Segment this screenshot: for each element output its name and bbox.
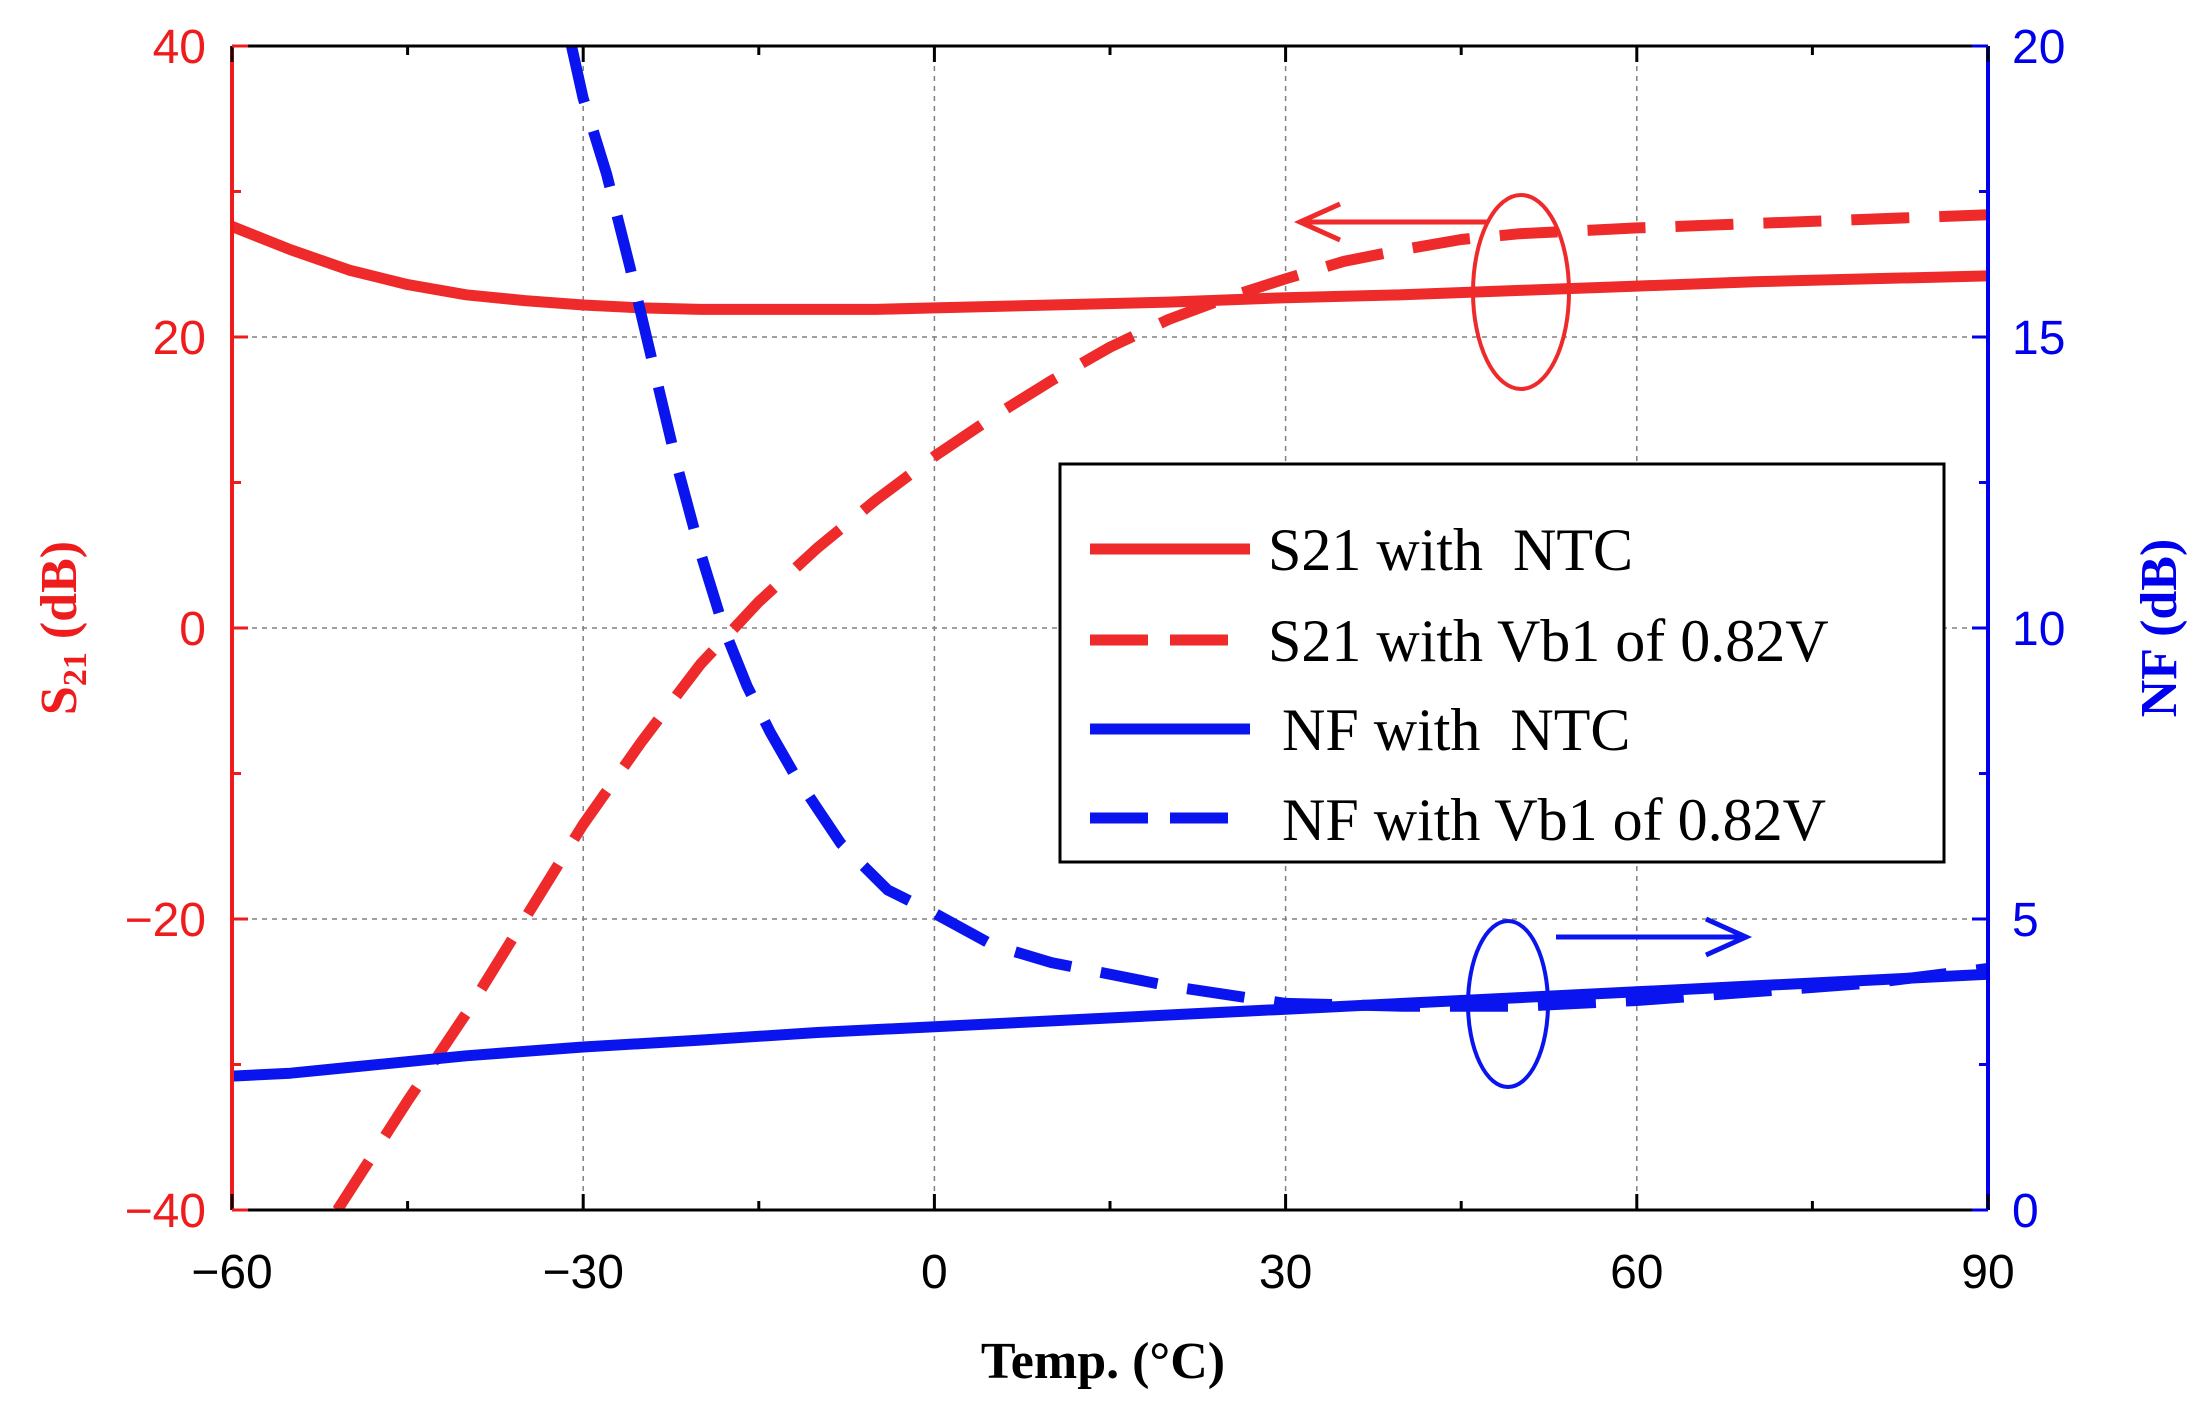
tick-marks <box>230 44 1990 1212</box>
s21-arrow-head <box>1293 201 1342 243</box>
nf-annotation <box>1466 916 1753 1089</box>
y-left-tick-label: 0 <box>179 603 206 656</box>
y-left-tick-label: −40 <box>125 1185 206 1238</box>
y-left-tick-label: 40 <box>153 21 206 74</box>
y-right-tick-label: 15 <box>2012 312 2065 365</box>
series-line-2 <box>332 209 1988 1210</box>
series-layer <box>232 46 1988 1210</box>
y-left-tick-label: 20 <box>153 312 206 365</box>
x-tick-label: −30 <box>542 1246 623 1299</box>
series-line-4 <box>566 46 1988 1012</box>
nf-arrow-head <box>1704 916 1753 958</box>
x-axis-title: Temp. (°C) <box>981 1333 1225 1390</box>
legend-label-s21-ntc: S21 with NTC <box>1268 517 1633 583</box>
series-line-1 <box>232 221 1988 315</box>
x-tick-label: 30 <box>1259 1246 1312 1299</box>
legend-label-nf-ntc: NF with NTC <box>1282 697 1630 763</box>
legend: S21 with NTC S21 with Vb1 of 0.82V NF wi… <box>1058 462 1946 864</box>
x-tick-label: 90 <box>1961 1246 2014 1299</box>
y-right-tick-label: 5 <box>2012 894 2039 947</box>
y-right-tick-label: 0 <box>2012 1185 2039 1238</box>
left-axis-title: S21 (dB) <box>31 541 94 715</box>
y-left-tick-label: −20 <box>125 894 206 947</box>
legend-label-s21-vb1: S21 with Vb1 of 0.82V <box>1268 608 1829 674</box>
y-right-tick-label: 20 <box>2012 21 2065 74</box>
s21-annotation <box>1293 193 1571 391</box>
y-right-tick-label: 10 <box>2012 603 2065 656</box>
x-tick-label: 0 <box>921 1246 948 1299</box>
x-tick-label: 60 <box>1610 1246 1663 1299</box>
series-line-3 <box>232 968 1988 1082</box>
nf-ellipse <box>1466 919 1550 1089</box>
tick-labels: −60 −30 0 30 60 90 −40 −20 0 20 40 0 5 10 15 20 <box>125 21 2066 1299</box>
legend-box <box>1058 462 1946 864</box>
s21-ellipse <box>1471 193 1571 391</box>
x-tick-label: −60 <box>191 1246 272 1299</box>
legend-label-nf-vb1: NF with Vb1 of 0.82V <box>1282 787 1826 853</box>
right-axis-title: NF (dB) <box>2131 539 2188 718</box>
